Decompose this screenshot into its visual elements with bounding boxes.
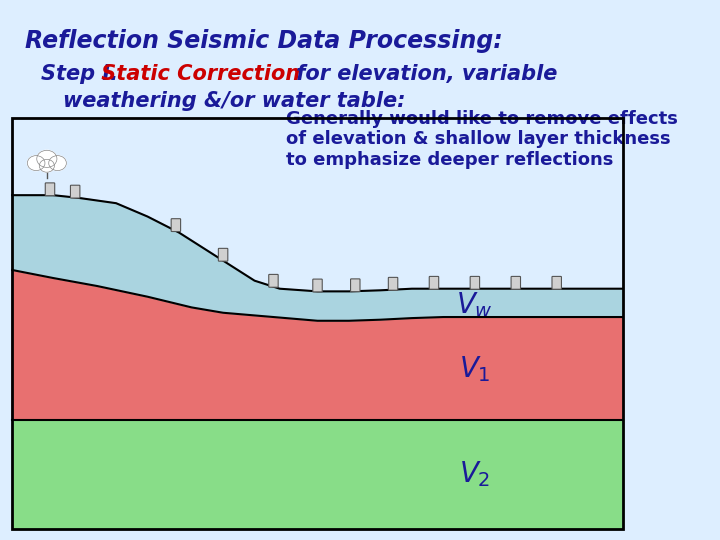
Polygon shape: [12, 420, 623, 529]
Text: for elevation, variable: for elevation, variable: [289, 64, 557, 84]
FancyBboxPatch shape: [470, 276, 480, 289]
FancyBboxPatch shape: [351, 279, 360, 292]
Circle shape: [37, 150, 57, 167]
Polygon shape: [12, 270, 623, 420]
Text: $V_1$: $V_1$: [459, 354, 491, 384]
FancyBboxPatch shape: [388, 278, 397, 290]
Text: $V_w$: $V_w$: [456, 290, 493, 320]
Text: $V_2$: $V_2$: [459, 459, 490, 489]
Circle shape: [27, 156, 45, 171]
FancyBboxPatch shape: [171, 219, 181, 232]
Circle shape: [49, 156, 66, 171]
FancyBboxPatch shape: [312, 279, 323, 292]
FancyBboxPatch shape: [71, 185, 80, 198]
FancyBboxPatch shape: [552, 276, 562, 289]
FancyBboxPatch shape: [269, 274, 278, 287]
Text: weathering &/or water table:: weathering &/or water table:: [63, 91, 405, 111]
Text: Reflection Seismic Data Processing:: Reflection Seismic Data Processing:: [24, 30, 503, 53]
Bar: [12, 118, 623, 529]
Text: Static Correction: Static Correction: [94, 64, 300, 84]
FancyBboxPatch shape: [218, 248, 228, 261]
Circle shape: [40, 159, 55, 172]
FancyBboxPatch shape: [511, 276, 521, 289]
Text: Step I.: Step I.: [40, 64, 117, 84]
Polygon shape: [12, 195, 623, 321]
FancyBboxPatch shape: [45, 183, 55, 195]
FancyBboxPatch shape: [429, 276, 438, 289]
Text: Generally would like to remove effects
of elevation & shallow layer thickness
to: Generally would like to remove effects o…: [286, 110, 678, 169]
